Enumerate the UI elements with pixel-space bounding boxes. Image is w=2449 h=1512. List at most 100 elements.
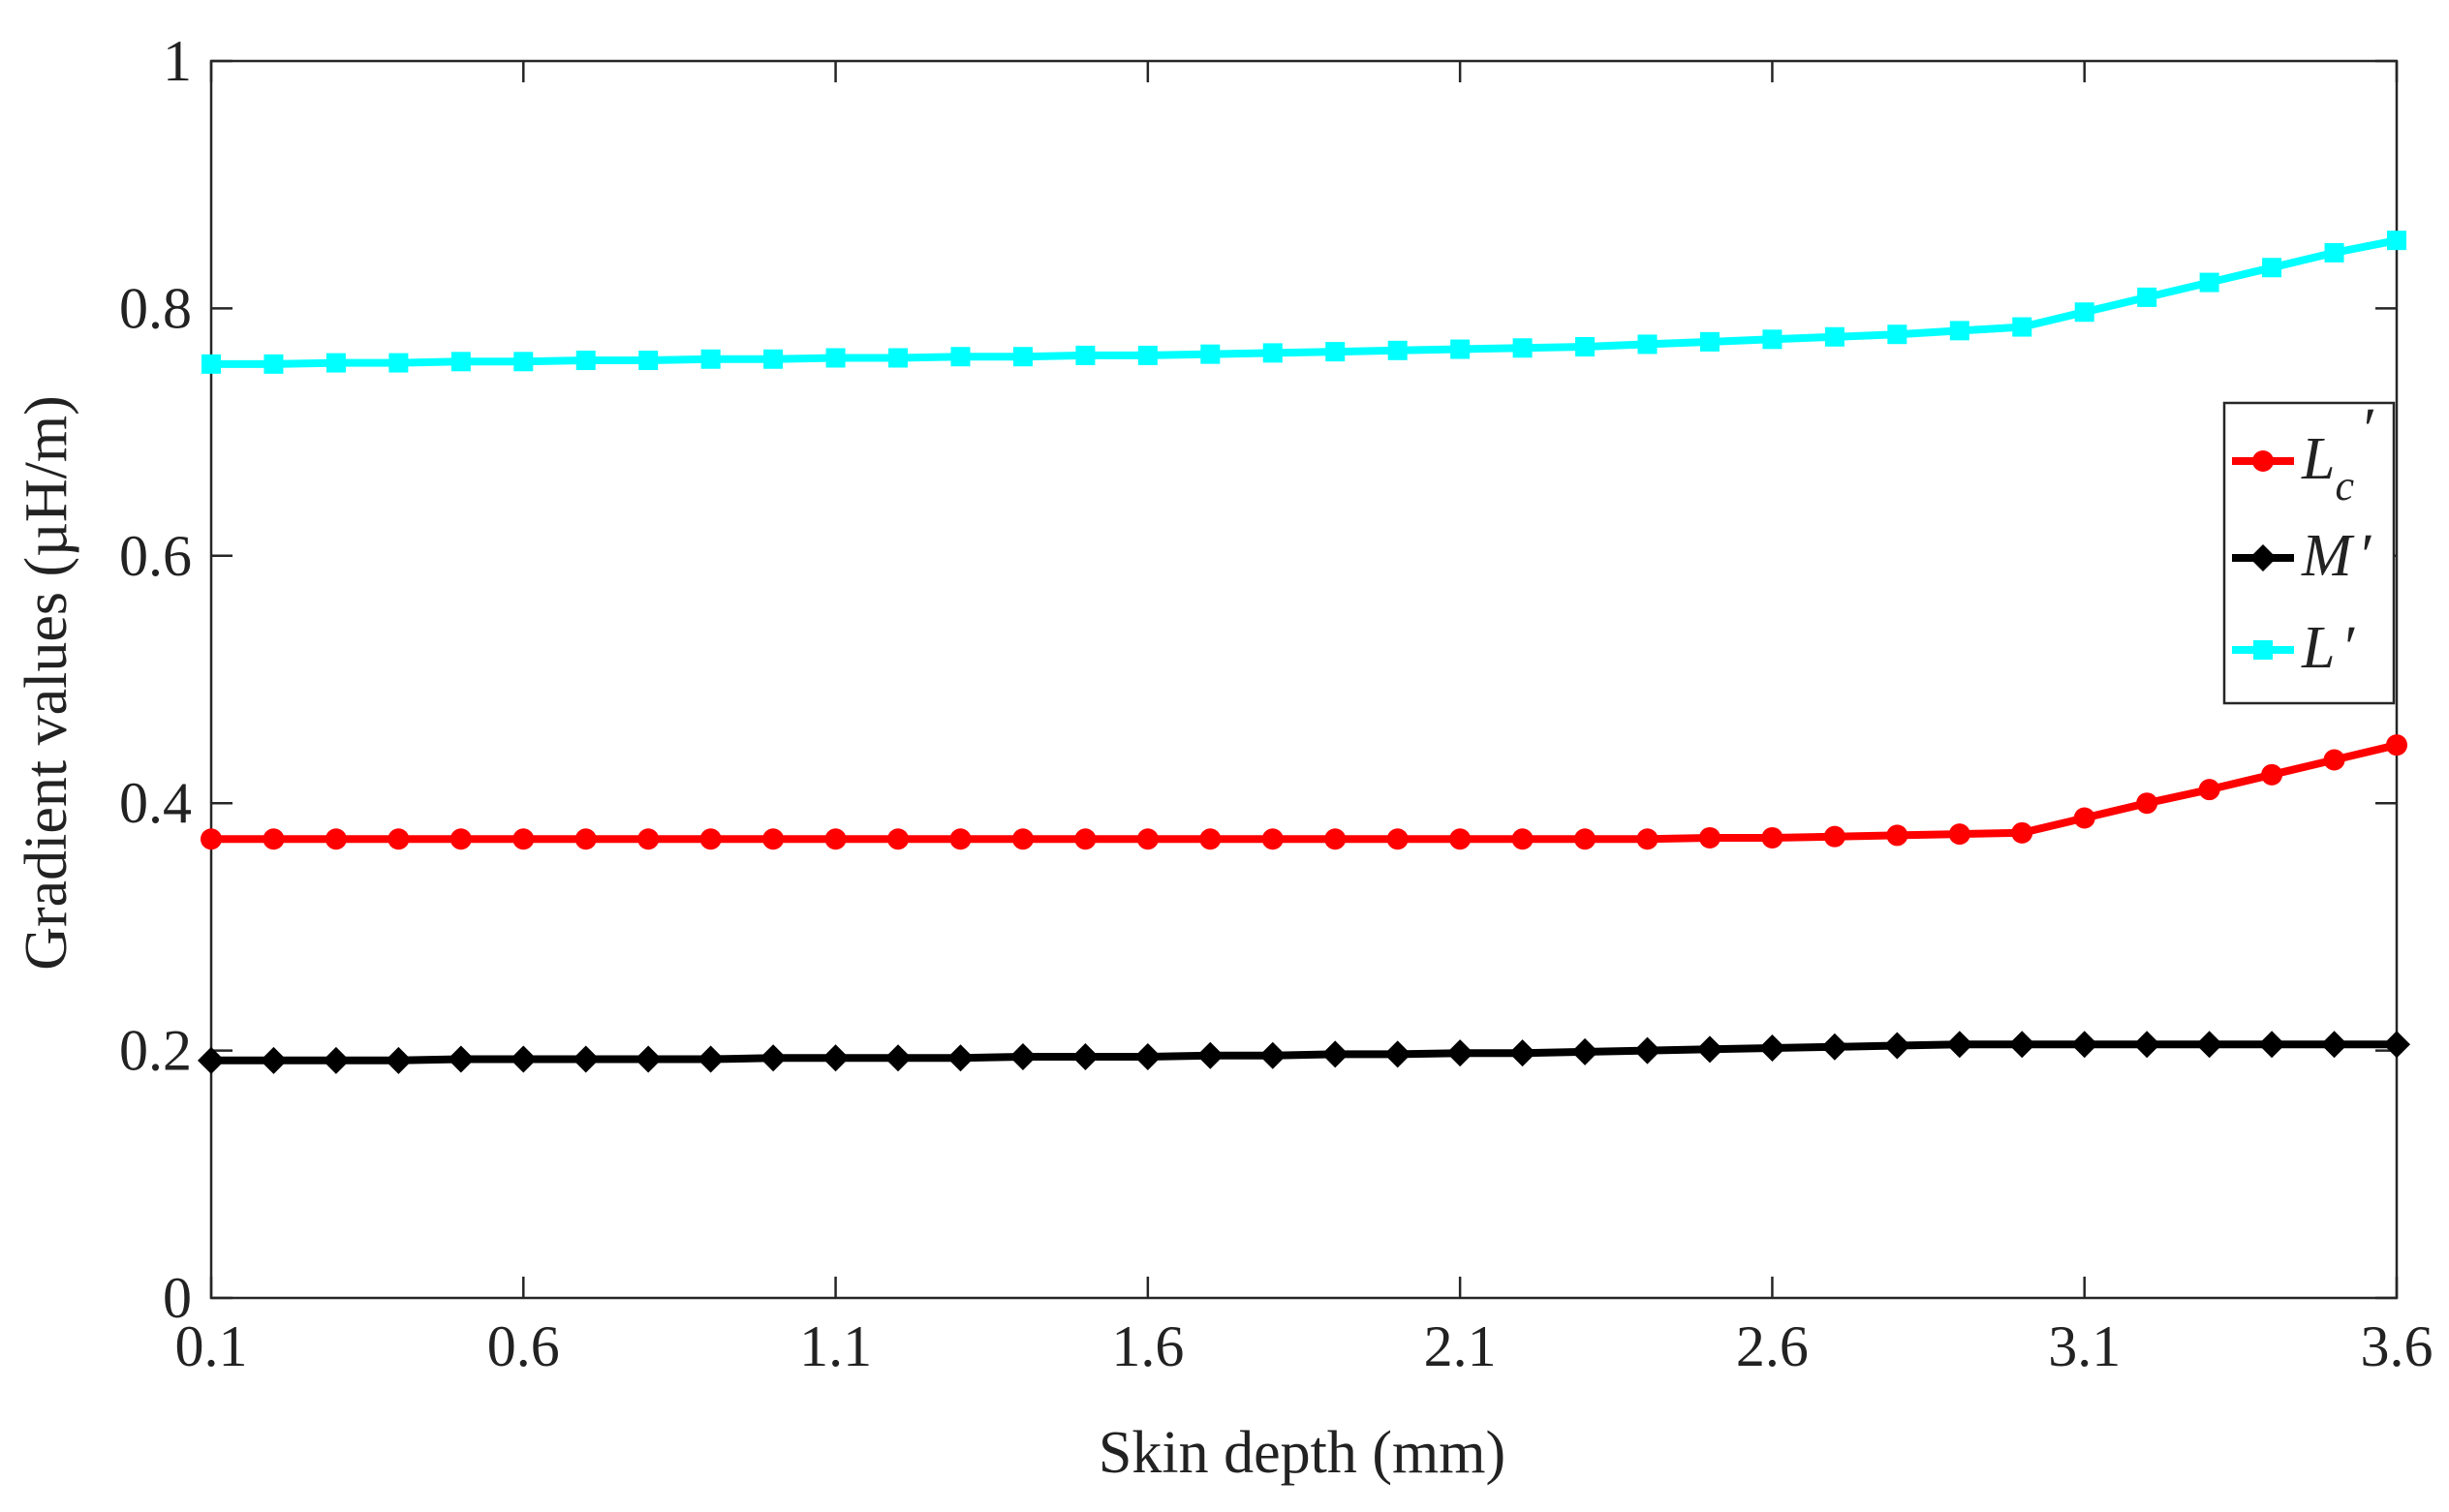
data-point <box>888 348 909 368</box>
data-point <box>198 1046 225 1074</box>
data-point <box>1758 1034 1786 1063</box>
data-point <box>447 1045 475 1073</box>
data-point <box>510 1045 538 1073</box>
axes: 0.1 0.6 1.1 1.6 2.1 2.6 3.1 3.6 0 0.2 0.4 0.6 0.8 1 <box>119 29 2434 1378</box>
data-point <box>1071 1042 1100 1070</box>
plot-frame <box>209 59 2399 1300</box>
data-point <box>201 828 222 850</box>
data-point <box>202 354 221 374</box>
series-1 <box>201 734 2407 850</box>
legend-entry: L′ <box>2232 615 2355 681</box>
data-point <box>635 1045 663 1073</box>
data-point <box>825 348 846 368</box>
data-point <box>1074 828 1097 850</box>
data-point <box>2387 231 2406 251</box>
data-point <box>2258 1031 2286 1059</box>
data-point <box>1508 1039 1536 1067</box>
data-point <box>2133 1031 2161 1059</box>
data-point <box>2012 317 2032 337</box>
data-point <box>2137 287 2157 307</box>
data-point <box>1325 342 1346 362</box>
data-point <box>1011 828 1034 850</box>
data-point <box>1446 1039 1474 1067</box>
x-tick-label: 3.1 <box>2048 1314 2121 1378</box>
data-point <box>1196 1041 1224 1069</box>
data-point <box>1945 1031 1973 1059</box>
data-point <box>699 828 722 850</box>
data-point <box>2199 272 2219 293</box>
x-tick-label: 2.1 <box>1424 1314 1497 1378</box>
data-point <box>1321 1040 1349 1068</box>
y-tick-label: 1 <box>163 29 192 93</box>
data-point <box>697 1045 725 1073</box>
data-point <box>575 351 596 371</box>
data-point <box>949 828 972 850</box>
data-point <box>1136 828 1159 850</box>
data-point <box>2008 1031 2036 1059</box>
data-point <box>2386 734 2407 756</box>
data-point <box>264 354 284 374</box>
y-axis-label: Gradient values (µH/m) <box>14 395 79 971</box>
data-point <box>2074 302 2094 323</box>
data-point <box>1699 331 1720 352</box>
y-tick-label: 0.4 <box>119 771 192 835</box>
data-point <box>2195 1031 2223 1059</box>
data-point <box>1762 329 1782 350</box>
data-point <box>822 1044 850 1072</box>
data-point <box>637 828 660 850</box>
data-point <box>325 828 347 850</box>
data-point <box>1636 828 1658 850</box>
data-point <box>1824 326 1844 347</box>
data-point <box>2383 1031 2410 1059</box>
data-point <box>1450 339 1471 359</box>
data-point <box>638 351 659 371</box>
data-point <box>1386 828 1409 850</box>
data-point <box>263 828 285 850</box>
data-point <box>2262 258 2282 278</box>
legend-swatch-marker <box>2249 544 2277 571</box>
data-point <box>1574 828 1596 850</box>
data-point <box>513 352 534 372</box>
data-point <box>2261 763 2283 786</box>
data-point <box>950 347 971 367</box>
data-point <box>385 1046 413 1074</box>
x-tick-label: 0.1 <box>175 1314 248 1378</box>
data-point <box>1324 828 1347 850</box>
data-point <box>824 828 847 850</box>
data-point <box>450 828 472 850</box>
legend-swatch-marker <box>2253 640 2273 660</box>
data-point <box>1948 823 1970 846</box>
data-point <box>762 828 785 850</box>
data-point <box>884 1044 913 1072</box>
data-point <box>2323 749 2345 771</box>
legend-entry: M′ <box>2232 523 2372 589</box>
x-tick-label: 0.6 <box>487 1314 560 1378</box>
data-point <box>1258 1041 1286 1069</box>
x-tick-label: 3.6 <box>2361 1314 2434 1378</box>
data-point <box>2198 779 2220 801</box>
x-tick-label: 1.6 <box>1111 1314 1184 1378</box>
data-point <box>1949 321 1969 341</box>
legend: Lc′ M′ L′ <box>2222 397 2396 705</box>
data-point <box>1887 324 1907 345</box>
data-point <box>1133 1042 1162 1070</box>
data-point <box>1761 826 1783 849</box>
x-tick-label: 1.1 <box>799 1314 872 1378</box>
data-point <box>1886 824 1908 847</box>
data-point <box>322 1046 350 1074</box>
data-point <box>260 1046 288 1074</box>
data-point <box>1261 828 1284 850</box>
data-point <box>760 1044 788 1072</box>
data-point <box>512 828 535 850</box>
data-point <box>887 828 910 850</box>
data-point <box>1200 344 1221 364</box>
data-point <box>1449 828 1472 850</box>
data-point <box>450 352 471 372</box>
data-point <box>700 349 721 369</box>
data-point <box>574 828 597 850</box>
y-tick-label: 0 <box>163 1266 192 1330</box>
data-point <box>2070 1031 2098 1059</box>
data-point <box>1512 338 1533 358</box>
legend-swatch-marker <box>2252 450 2274 472</box>
